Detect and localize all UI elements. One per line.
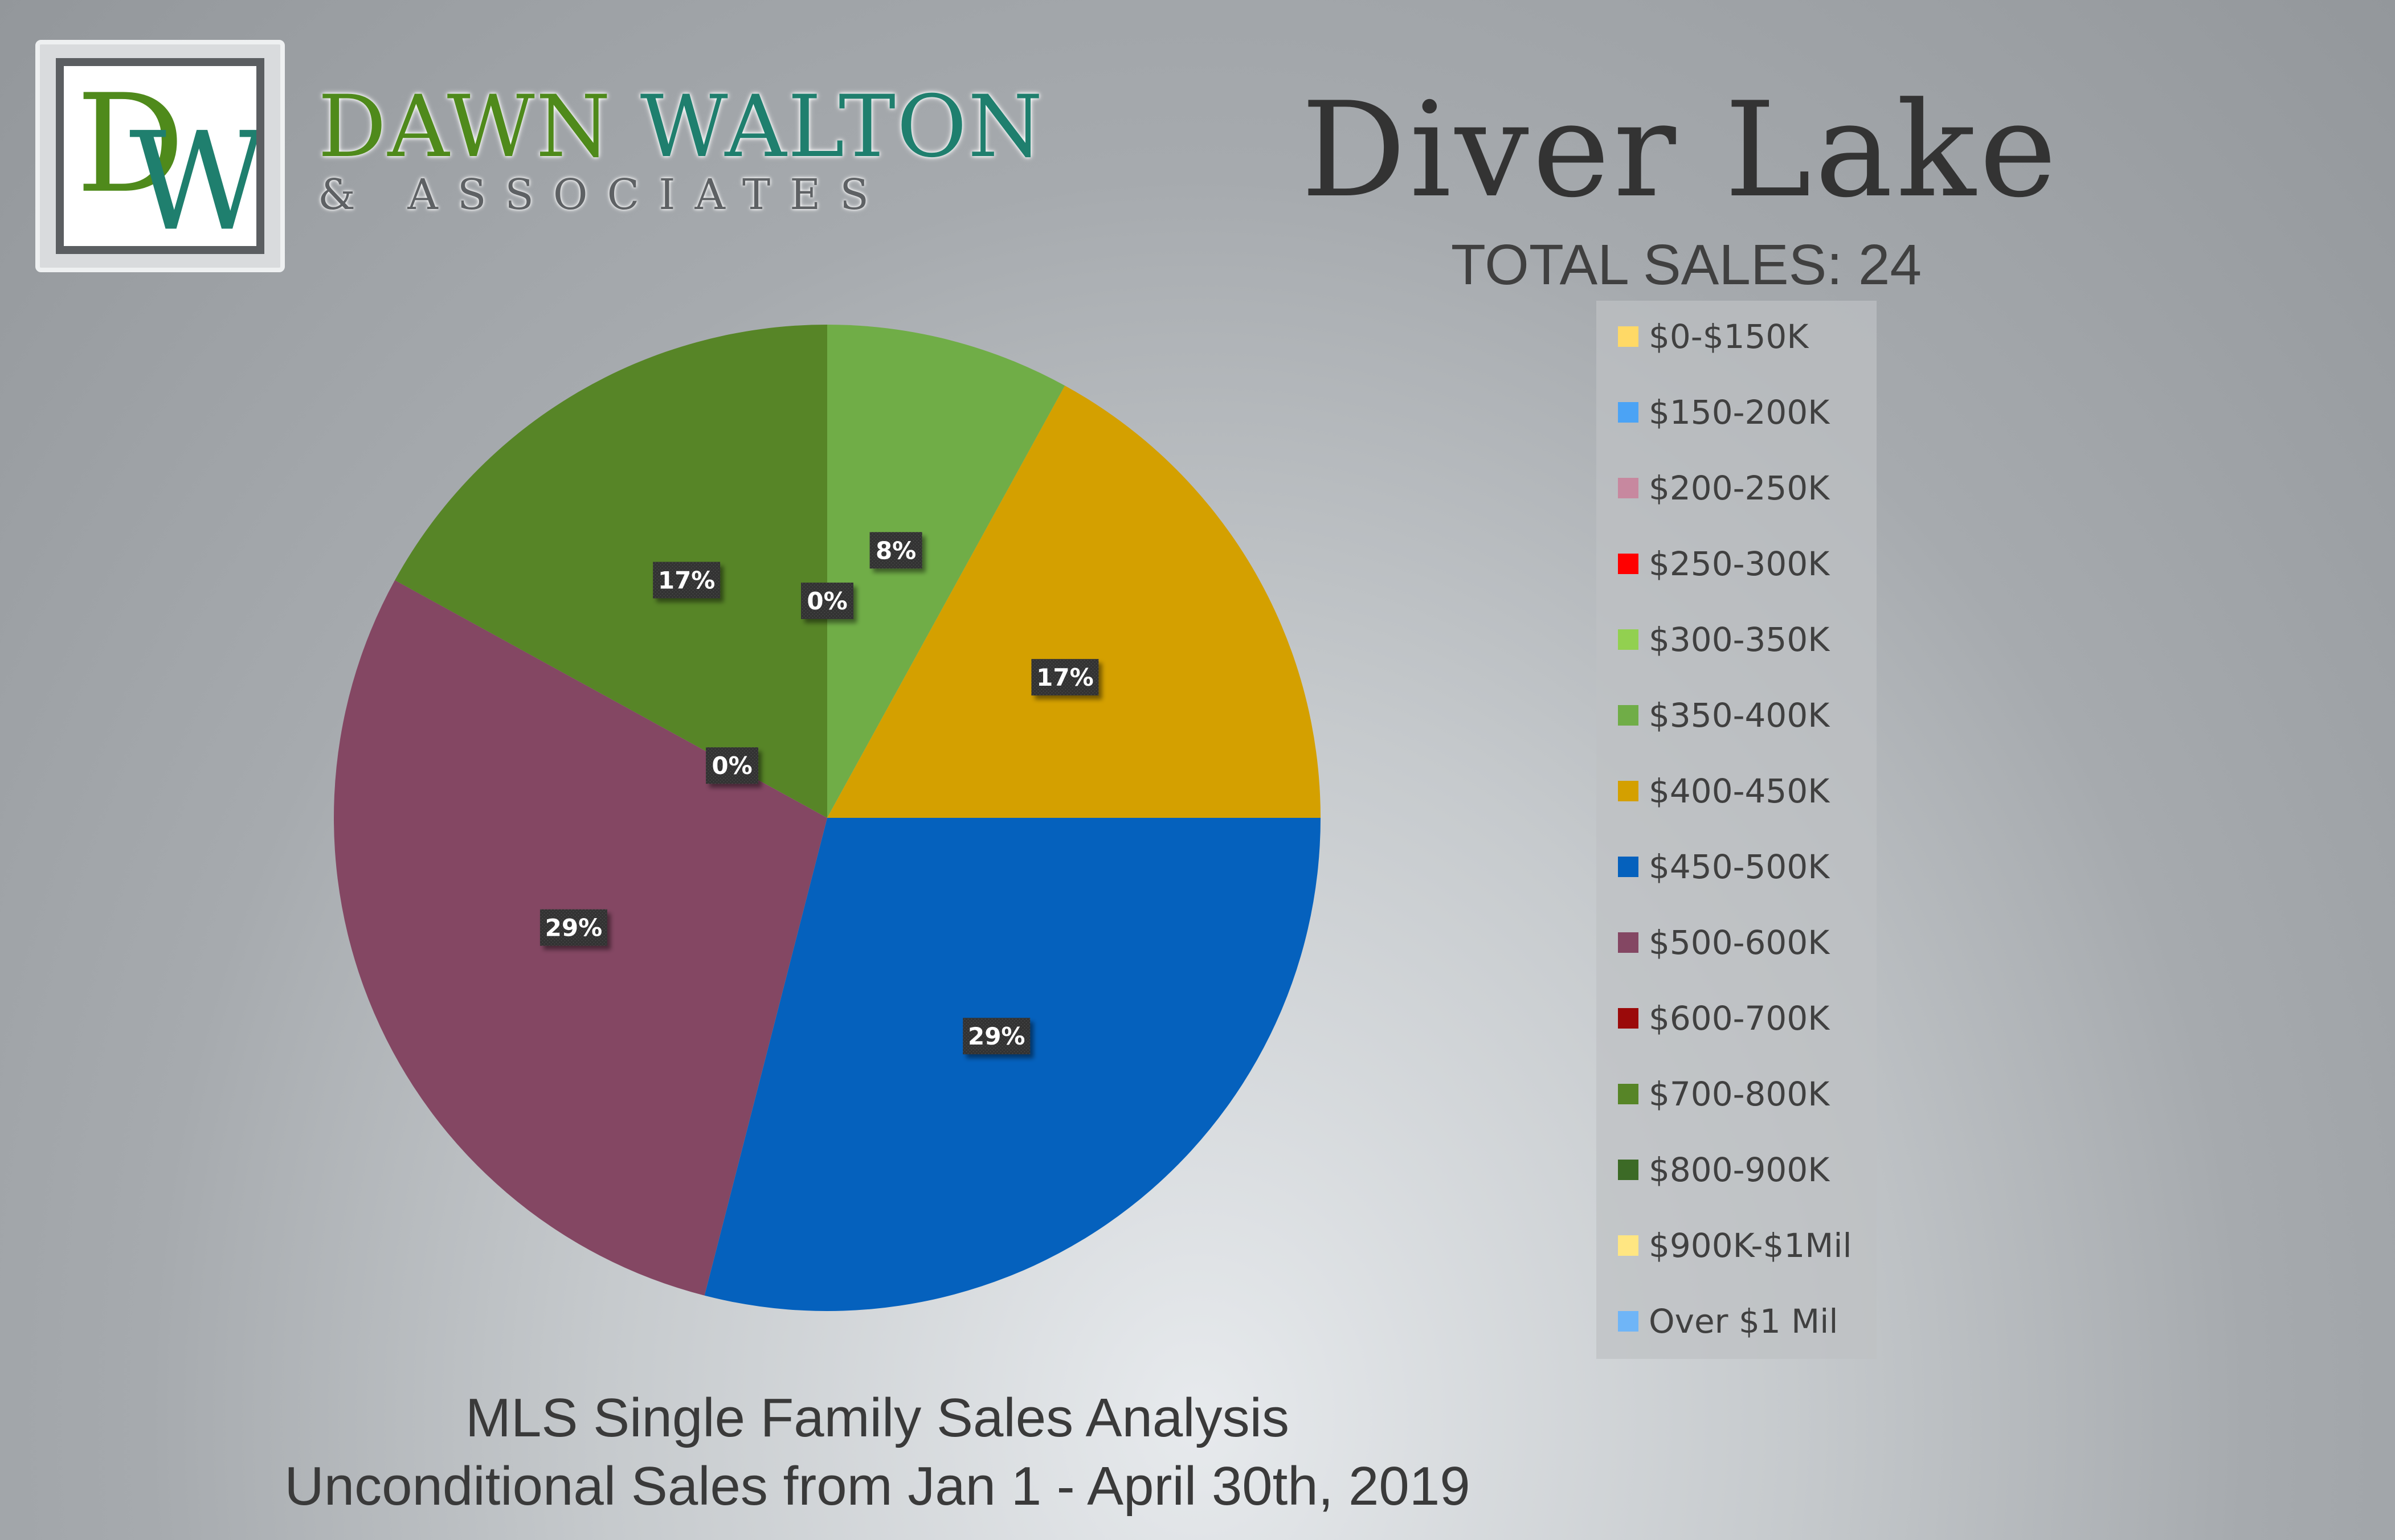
legend-swatch <box>1618 478 1638 498</box>
legend-item-200-250k: $200-250K <box>1596 468 1877 544</box>
legend-item-250-300k: $250-300K <box>1596 544 1877 620</box>
legend-label: $200-250K <box>1649 469 1830 507</box>
data-label-text: 17% <box>1036 663 1094 691</box>
legend-label: $300-350K <box>1649 620 1830 659</box>
data-label-700-800k: 17% <box>653 562 721 599</box>
legend-swatch <box>1618 1235 1638 1256</box>
data-label-500-600k: 29% <box>540 909 607 946</box>
logo-letter-d: D <box>76 66 185 223</box>
legend-swatch <box>1618 857 1638 877</box>
data-label-400-450k: 17% <box>1031 659 1099 696</box>
data-label-300-350k: 0% <box>801 582 853 619</box>
data-label-text: 17% <box>658 567 716 595</box>
legend-item-800-900k: $800-900K <box>1596 1150 1877 1226</box>
data-label-text: 0% <box>712 752 752 780</box>
data-label-text: 8% <box>876 536 916 564</box>
data-label-text: 29% <box>968 1022 1025 1050</box>
dw-monogram-logo: D W <box>76 66 256 246</box>
pie-slice-450-500k <box>704 818 1321 1311</box>
legend-swatch <box>1618 402 1638 423</box>
total-sales: TOTAL SALES: 24 <box>1450 233 1922 297</box>
data-label-box <box>801 582 853 619</box>
page-title: Diver Lake <box>1301 75 2061 227</box>
legend-item-300-350k: $300-350K <box>1596 620 1877 695</box>
data-label-box <box>706 747 759 784</box>
brand-subtitle: & ASSOCIATES <box>318 170 888 219</box>
logo-letter-w: W <box>129 104 256 246</box>
legend-label: $500-600K <box>1649 923 1830 962</box>
pie-slice-700-800k <box>395 325 827 818</box>
legend-swatch <box>1618 781 1638 801</box>
legend-item-400-450k: $400-450K <box>1596 771 1877 847</box>
pie-slice-350-400k <box>827 325 1065 818</box>
footer-line-2: Unconditional Sales from Jan 1 - April 3… <box>284 1456 1470 1517</box>
legend-swatch <box>1618 1084 1638 1104</box>
legend-label: $0-$150K <box>1649 317 1809 356</box>
data-label-box <box>540 909 607 946</box>
data-label-350-400k: 8% <box>869 532 922 569</box>
legend-item-350-400k: $350-400K <box>1596 695 1877 771</box>
legend-swatch <box>1618 554 1638 574</box>
legend-label: $600-700K <box>1649 999 1830 1038</box>
legend-label: $700-800K <box>1649 1075 1830 1113</box>
legend-item-900k-1mil: $900K-$1Mil <box>1596 1226 1877 1301</box>
data-label-text: 29% <box>545 914 603 942</box>
logo-badge: D W <box>35 40 285 272</box>
legend-item-600-700k: $600-700K <box>1596 998 1877 1074</box>
legend-item-700-800k: $700-800K <box>1596 1074 1877 1150</box>
data-label-450-500k: 29% <box>963 1018 1031 1055</box>
legend-item-500-600k: $500-600K <box>1596 923 1877 998</box>
legend-swatch <box>1618 1008 1638 1029</box>
legend-label: $150-200K <box>1649 393 1830 432</box>
legend-label: $250-300K <box>1649 544 1830 583</box>
legend-swatch <box>1618 629 1638 650</box>
legend-label: $450-500K <box>1649 847 1830 886</box>
data-label-box <box>963 1018 1031 1055</box>
pie-slice-400-450k <box>827 386 1321 818</box>
legend-label: $400-450K <box>1649 772 1830 810</box>
chart-footer: MLS Single Family Sales Analysis Uncondi… <box>0 1384 1755 1521</box>
legend-item-0-150k: $0-$150K <box>1596 317 1877 392</box>
brand-wordmark: DAWN WALTON & ASSOCIATES <box>318 84 1043 219</box>
legend-swatch <box>1618 705 1638 726</box>
legend-item-over-1-mil: Over $1 Mil <box>1596 1301 1877 1377</box>
data-label-box <box>869 532 922 569</box>
legend-item-450-500k: $450-500K <box>1596 847 1877 923</box>
legend-swatch <box>1618 932 1638 953</box>
data-label-600-700k: 0% <box>706 747 759 784</box>
brand-name-last: WALTON <box>640 77 1044 177</box>
chart-legend: $0-$150K $150-200K $200-250K $250-300K $300-… <box>1596 301 1877 1359</box>
logo-frame: D W <box>56 58 264 254</box>
legend-label: $350-400K <box>1649 696 1830 735</box>
data-label-box <box>653 562 721 599</box>
legend-label: $900K-$1Mil <box>1649 1226 1852 1265</box>
brand-name-first: DAWN <box>318 77 612 177</box>
data-label-text: 0% <box>807 587 847 615</box>
data-label-box <box>1031 659 1099 696</box>
footer-line-1: MLS Single Family Sales Analysis <box>465 1387 1289 1448</box>
legend-label: $800-900K <box>1649 1150 1830 1189</box>
legend-label: Over $1 Mil <box>1649 1302 1838 1341</box>
legend-swatch <box>1618 1160 1638 1180</box>
legend-swatch <box>1618 326 1638 347</box>
brand-name: DAWN WALTON <box>318 84 1043 170</box>
legend-item-150-200k: $150-200K <box>1596 392 1877 468</box>
legend-swatch <box>1618 1311 1638 1332</box>
